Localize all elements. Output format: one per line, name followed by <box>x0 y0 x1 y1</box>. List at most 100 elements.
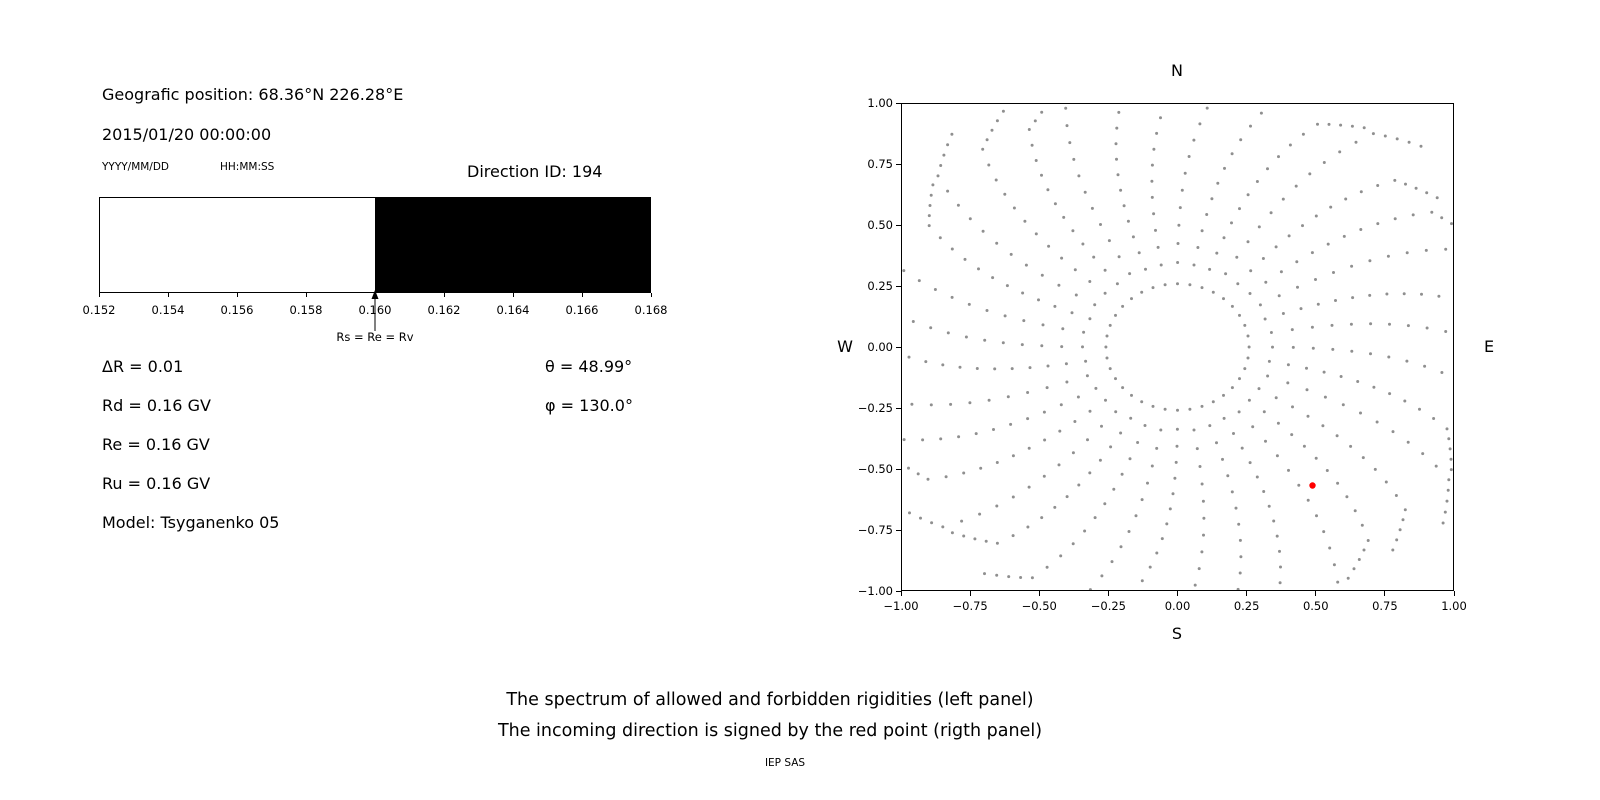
asymptotic-direction-dot <box>1395 538 1399 542</box>
asymptotic-direction-dot <box>995 573 999 577</box>
asymptotic-direction-dot <box>1040 273 1044 277</box>
asymptotic-direction-dot <box>1171 492 1175 496</box>
asymptotic-direction-dot <box>1299 307 1303 311</box>
asymptotic-direction-dot <box>1243 323 1247 327</box>
spectrum-x-tick-label: 0.154 <box>151 303 185 317</box>
spectrum-x-tickmark <box>512 293 514 297</box>
asymptotic-direction-dot <box>1130 393 1133 397</box>
asymptotic-direction-dot <box>1077 483 1081 487</box>
asymptotic-direction-dot <box>1406 440 1410 444</box>
asymptotic-direction-dot <box>1053 505 1057 509</box>
asymptotic-direction-dot <box>1274 245 1278 249</box>
asymptotic-direction-dot <box>1115 282 1119 286</box>
asymptotic-direction-dot <box>1255 475 1259 479</box>
asymptotic-direction-dot <box>1140 498 1144 502</box>
asymptotic-direction-dot <box>1088 317 1092 321</box>
asymptotic-direction-dot <box>1239 138 1243 142</box>
asymptotic-direction-dot <box>1104 398 1107 402</box>
asymptotic-direction-dot <box>1262 490 1266 493</box>
asymptotic-direction-dot <box>1168 507 1172 511</box>
asymptotic-direction-dot <box>1234 506 1238 510</box>
asymptotic-direction-dot <box>1339 123 1343 127</box>
asymptotic-direction-dot <box>1200 404 1204 408</box>
asymptotic-direction-dot <box>1215 251 1219 255</box>
asymptotic-direction-dot <box>1221 457 1224 461</box>
asymptotic-direction-dot <box>1155 551 1159 555</box>
asymptotic-direction-dot <box>1311 346 1315 350</box>
asymptotic-direction-dot <box>1070 311 1074 315</box>
asymptotic-direction-dot <box>1152 212 1156 216</box>
asymptotic-direction-dot <box>1330 323 1334 327</box>
asymptotic-direction-dot <box>1266 167 1269 171</box>
direction-plot-y-tick-label: −0.50 <box>857 462 893 476</box>
direction-plot-y-tickmark <box>896 468 901 470</box>
asymptotic-direction-dot <box>1440 216 1444 220</box>
asymptotic-direction-dot <box>1159 428 1163 432</box>
asymptotic-direction-dot <box>1107 239 1111 243</box>
asymptotic-direction-dot <box>1262 410 1266 414</box>
asymptotic-direction-dot <box>1059 554 1063 558</box>
asymptotic-direction-dot <box>1201 499 1205 503</box>
asymptotic-direction-dot <box>1232 432 1235 435</box>
asymptotic-direction-dot <box>938 236 942 240</box>
asymptotic-direction-dot <box>1391 430 1395 434</box>
asymptotic-direction-dot <box>941 363 945 367</box>
asymptotic-direction-dot <box>1444 330 1448 333</box>
asymptotic-direction-dot <box>1115 157 1118 161</box>
asymptotic-direction-dot <box>1040 173 1043 177</box>
spectrum-x-tick-label: 0.166 <box>565 303 599 317</box>
direction-plot-x-tickmark <box>969 591 971 596</box>
asymptotic-direction-dot <box>1159 263 1163 267</box>
asymptotic-direction-dot <box>1020 343 1024 347</box>
asymptotic-direction-dot <box>1064 362 1068 366</box>
asymptotic-direction-dot <box>1277 155 1280 159</box>
asymptotic-direction-dot <box>1314 456 1318 460</box>
direction-plot-y-tick-label: 1.00 <box>867 96 893 110</box>
asymptotic-direction-dot <box>1092 255 1096 259</box>
asymptotic-direction-dot <box>1288 143 1292 147</box>
asymptotic-direction-dot <box>983 338 987 342</box>
asymptotic-direction-dot <box>928 204 932 207</box>
asymptotic-direction-dot <box>995 461 999 464</box>
asymptotic-direction-dot <box>1122 204 1126 208</box>
asymptotic-direction-dot <box>1088 588 1092 590</box>
spectrum-x-tick-label: 0.152 <box>82 303 116 317</box>
asymptotic-direction-dot <box>1338 150 1342 154</box>
asymptotic-direction-dot <box>931 183 935 187</box>
asymptotic-direction-dot <box>902 269 906 273</box>
asymptotic-direction-dot <box>1010 367 1014 371</box>
asymptotic-direction-dot <box>1314 214 1318 218</box>
asymptotic-direction-dot <box>1447 478 1451 482</box>
asymptotic-direction-dot <box>1332 271 1335 274</box>
asymptotic-direction-dot <box>1077 174 1081 178</box>
red-incoming-direction-point <box>1309 482 1316 489</box>
asymptotic-direction-dot <box>1198 122 1202 126</box>
asymptotic-direction-dot <box>1346 576 1350 580</box>
date-format-label: YYYY/MM/DD <box>102 161 170 173</box>
asymptotic-direction-dot <box>1028 366 1032 370</box>
asymptotic-direction-dot <box>1177 223 1181 227</box>
asymptotic-direction-dot <box>1432 417 1436 420</box>
asymptotic-direction-dot <box>1275 534 1279 538</box>
asymptotic-direction-dot <box>907 355 911 359</box>
asymptotic-direction-dot <box>924 360 928 364</box>
asymptotic-direction-dot <box>1276 421 1280 425</box>
asymptotic-direction-dot <box>1230 304 1234 308</box>
asymptotic-direction-dot <box>1150 464 1154 468</box>
asymptotic-direction-dot <box>1030 576 1034 580</box>
asymptotic-direction-dot <box>1187 155 1191 158</box>
asymptotic-direction-dot <box>1059 403 1063 407</box>
asymptotic-direction-dot <box>1295 260 1299 264</box>
asymptotic-direction-dot <box>1323 395 1327 399</box>
asymptotic-direction-dot <box>1057 283 1061 287</box>
asymptotic-direction-dot <box>1393 178 1397 182</box>
asymptotic-direction-dot <box>1421 452 1425 456</box>
asymptotic-direction-dot <box>975 367 979 370</box>
compass-east-label: E <box>1483 337 1495 356</box>
asymptotic-direction-dot <box>1238 538 1242 542</box>
asymptotic-direction-dot <box>1263 317 1267 321</box>
spectrum-segment-forbidden <box>375 198 650 292</box>
asymptotic-direction-dot <box>1316 302 1320 306</box>
asymptotic-direction-dot <box>1351 296 1355 300</box>
